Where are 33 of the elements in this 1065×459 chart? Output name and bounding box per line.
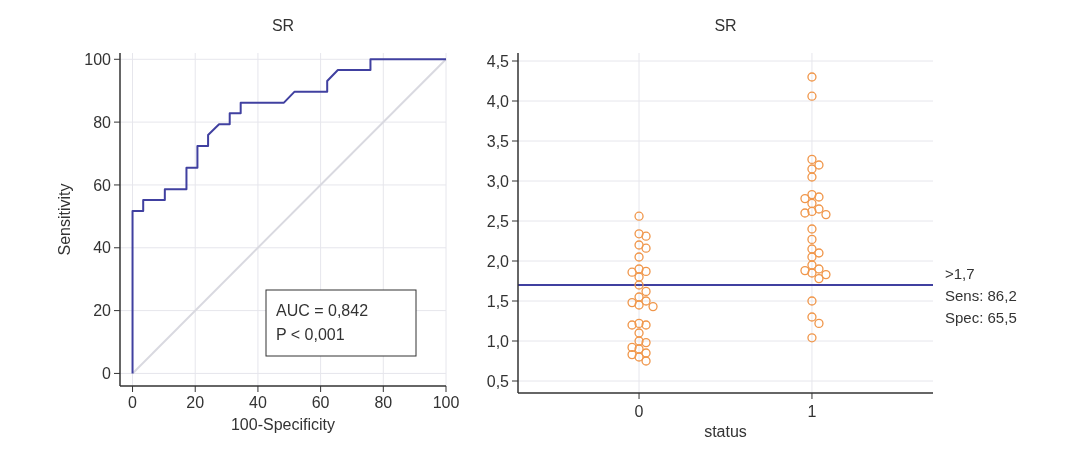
ref-line-label: >1,7 (945, 265, 975, 282)
x-tick-label: 1 (807, 403, 817, 420)
y-tick-label: 1,0 (486, 332, 510, 350)
y-tick-label: 1,5 (486, 292, 510, 310)
x-tick-label: 40 (249, 394, 267, 411)
x-tick-label: 60 (311, 394, 330, 411)
x-tick-label: 100 (432, 394, 460, 411)
text: Sens: 86,2 (945, 287, 1017, 304)
y-tick-label: 80 (93, 113, 112, 131)
text: Spec: 65,5 (945, 309, 1017, 326)
y-tick-label: 40 (93, 239, 112, 257)
x-tick-label: 20 (186, 394, 205, 411)
x-axis-title: 100-Specificity (230, 416, 336, 433)
y-tick-label: 0,5 (486, 372, 510, 390)
y-tick-label: 2,0 (486, 252, 510, 270)
y-tick-label: 4,5 (486, 52, 510, 70)
chart-title: SR (271, 17, 295, 34)
y-tick-label: 60 (93, 176, 112, 194)
y-tick-label: 0 (102, 365, 112, 383)
chart-title: SR (714, 17, 737, 34)
y-tick-label: 20 (93, 302, 112, 320)
y-tick-label: 3,5 (486, 132, 510, 150)
annotation: AUC = 0,842 (276, 302, 369, 319)
y-axis-title: Sensitivity (56, 183, 73, 256)
x-axis-title: status (704, 423, 747, 440)
y-tick-label: 4,0 (486, 92, 510, 110)
x-tick-label: 0 (128, 394, 138, 411)
x-tick-label: 80 (374, 394, 393, 411)
y-tick-label: 2,5 (486, 212, 510, 230)
annotation: P < 0,001 (276, 326, 345, 343)
x-tick-label: 0 (634, 403, 644, 420)
y-tick-label: 3,0 (486, 172, 510, 190)
y-tick-label: 100 (84, 50, 112, 68)
